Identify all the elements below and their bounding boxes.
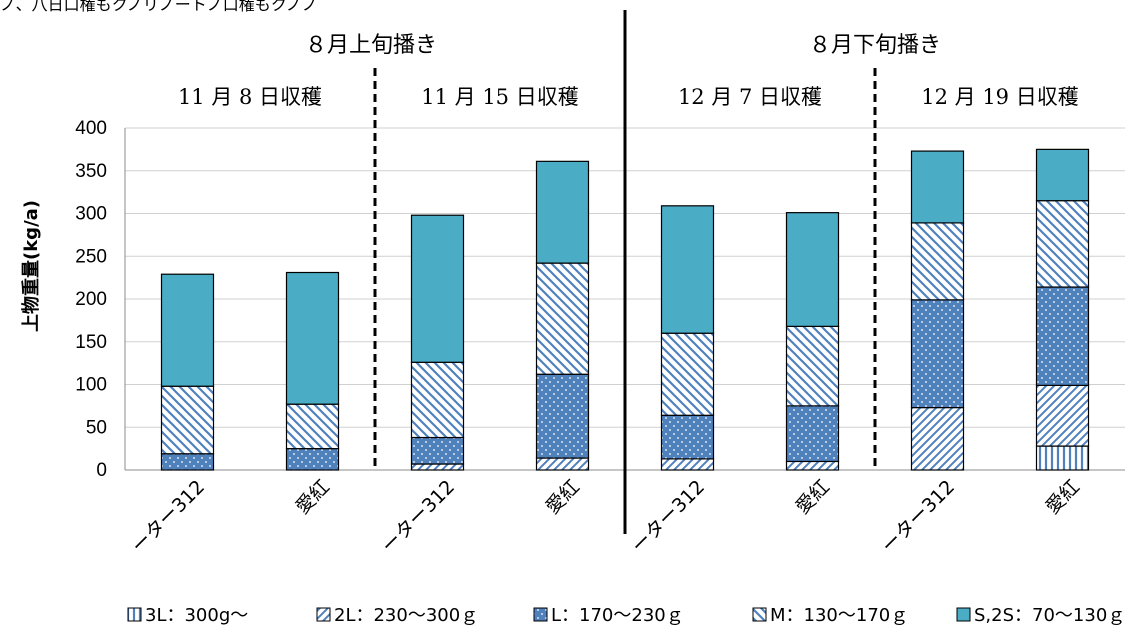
bar-stack-7 — [1035, 148, 1090, 471]
bar-stack-5 — [785, 212, 840, 471]
bar-segment — [160, 385, 215, 455]
legend-label: M：130〜170ｇ — [770, 605, 908, 626]
bar-segment — [410, 436, 465, 465]
harvest-label: 11 月 15 日収穫 — [421, 85, 578, 109]
bar-segment — [535, 373, 590, 459]
harvest-label: 12 月 7 日収穫 — [678, 85, 822, 109]
bar-segment — [160, 273, 215, 387]
category-label: 愛紅 — [792, 476, 834, 518]
bar-segment — [1035, 384, 1090, 447]
category-label: ーター312 — [878, 476, 960, 558]
y-tick-label: 50 — [86, 417, 107, 438]
bar-segment — [1035, 200, 1090, 288]
category-labels: ーター312 愛紅 ーター312 愛紅 ーター312 愛紅 ーター312 愛紅 — [128, 476, 1085, 558]
bar-segment — [410, 214, 465, 363]
y-axis-label: 上物重量(kg/a) — [20, 200, 42, 332]
bar-segment — [910, 406, 965, 471]
y-tick-label: 350 — [75, 161, 107, 182]
legend-label: 2L：230〜300ｇ — [334, 605, 478, 626]
bar-stack-1 — [285, 271, 340, 471]
bar-segment — [285, 403, 340, 450]
y-tick-label: 300 — [75, 204, 107, 225]
legend: 3L：300g〜 2L：230〜300ｇ L：170〜230ｇ M：130〜170ｇ S… — [127, 605, 1125, 626]
stacked-bars — [160, 148, 1090, 471]
y-tick-label: 100 — [75, 375, 107, 396]
y-tick-label: 200 — [75, 289, 107, 310]
legend-item: S,2S：70〜130ｇ — [956, 605, 1125, 626]
bar-stack-4 — [660, 205, 715, 471]
bar-segment — [785, 325, 840, 407]
bar-segment — [1035, 148, 1090, 202]
legend-label: L：170〜230ｇ — [551, 605, 684, 626]
bar-segment — [660, 205, 715, 334]
legend-item: L：170〜230ｇ — [533, 605, 684, 626]
bar-segment — [785, 460, 840, 471]
y-tick-label: 250 — [75, 246, 107, 267]
legend-item: 3L：300g〜 — [127, 605, 248, 626]
category-label: ーター312 — [128, 476, 210, 558]
category-label: 愛紅 — [1042, 476, 1084, 518]
bar-stack-2 — [410, 214, 465, 471]
header-text: ノ、八日口権もクノリノートノ口権もクノノ — [0, 0, 318, 14]
legend-item: M：130〜170ｇ — [752, 605, 908, 626]
bar-segment — [285, 448, 340, 471]
bar-segment — [160, 453, 215, 471]
legend-swatch — [316, 607, 331, 622]
bar-segment — [285, 271, 340, 405]
legend-label: S,2S：70〜130ｇ — [974, 605, 1125, 626]
category-label: ーター312 — [628, 476, 710, 558]
bar-segment — [785, 212, 840, 327]
bar-stack-3 — [535, 160, 590, 471]
y-tick-label: 400 — [75, 118, 107, 139]
harvest-label: 12 月 19 日収穫 — [921, 85, 1078, 109]
legend-swatch — [533, 607, 548, 622]
bar-segment — [660, 458, 715, 471]
bar-segment — [535, 262, 590, 375]
bar-segment — [785, 405, 840, 463]
category-label: ーター312 — [378, 476, 460, 558]
harvest-label: 11 月 8 日収穫 — [178, 85, 322, 109]
bar-segment — [535, 457, 590, 471]
bar-segment — [660, 332, 715, 416]
category-label: 愛紅 — [292, 476, 334, 518]
bar-stack-6 — [910, 150, 965, 471]
period-label: ８月上旬播き — [305, 33, 437, 58]
bar-segment — [910, 222, 965, 301]
category-label: 愛紅 — [542, 476, 584, 518]
legend-swatch — [127, 607, 142, 622]
bar-segment — [910, 150, 965, 224]
bar-segment — [1035, 286, 1090, 386]
bar-segment — [535, 160, 590, 264]
legend-label: 3L：300g〜 — [145, 605, 248, 626]
bar-stack-0 — [160, 273, 215, 471]
bar-segment — [660, 414, 715, 460]
legend-swatch — [956, 607, 971, 622]
dividers — [373, 10, 877, 534]
bar-segment — [1035, 445, 1090, 471]
bar-segment — [910, 299, 965, 409]
legend-item: 2L：230〜300ｇ — [316, 605, 478, 626]
y-tick-label: 150 — [75, 332, 107, 353]
legend-swatch — [752, 607, 767, 622]
y-tick-label: 0 — [96, 460, 107, 481]
harvest-labels: 11 月 8 日収穫 11 月 15 日収穫 12 月 7 日収穫 12 月 19 日… — [178, 85, 1079, 109]
period-label: ８月下旬播き — [809, 33, 941, 58]
bar-segment — [410, 361, 465, 439]
bar-segment — [410, 463, 465, 471]
y-tick-labels: 0 50 100 150 200 250 300 350 400 — [75, 118, 107, 481]
period-labels: ８月上旬播き ８月下旬播き — [305, 33, 941, 58]
